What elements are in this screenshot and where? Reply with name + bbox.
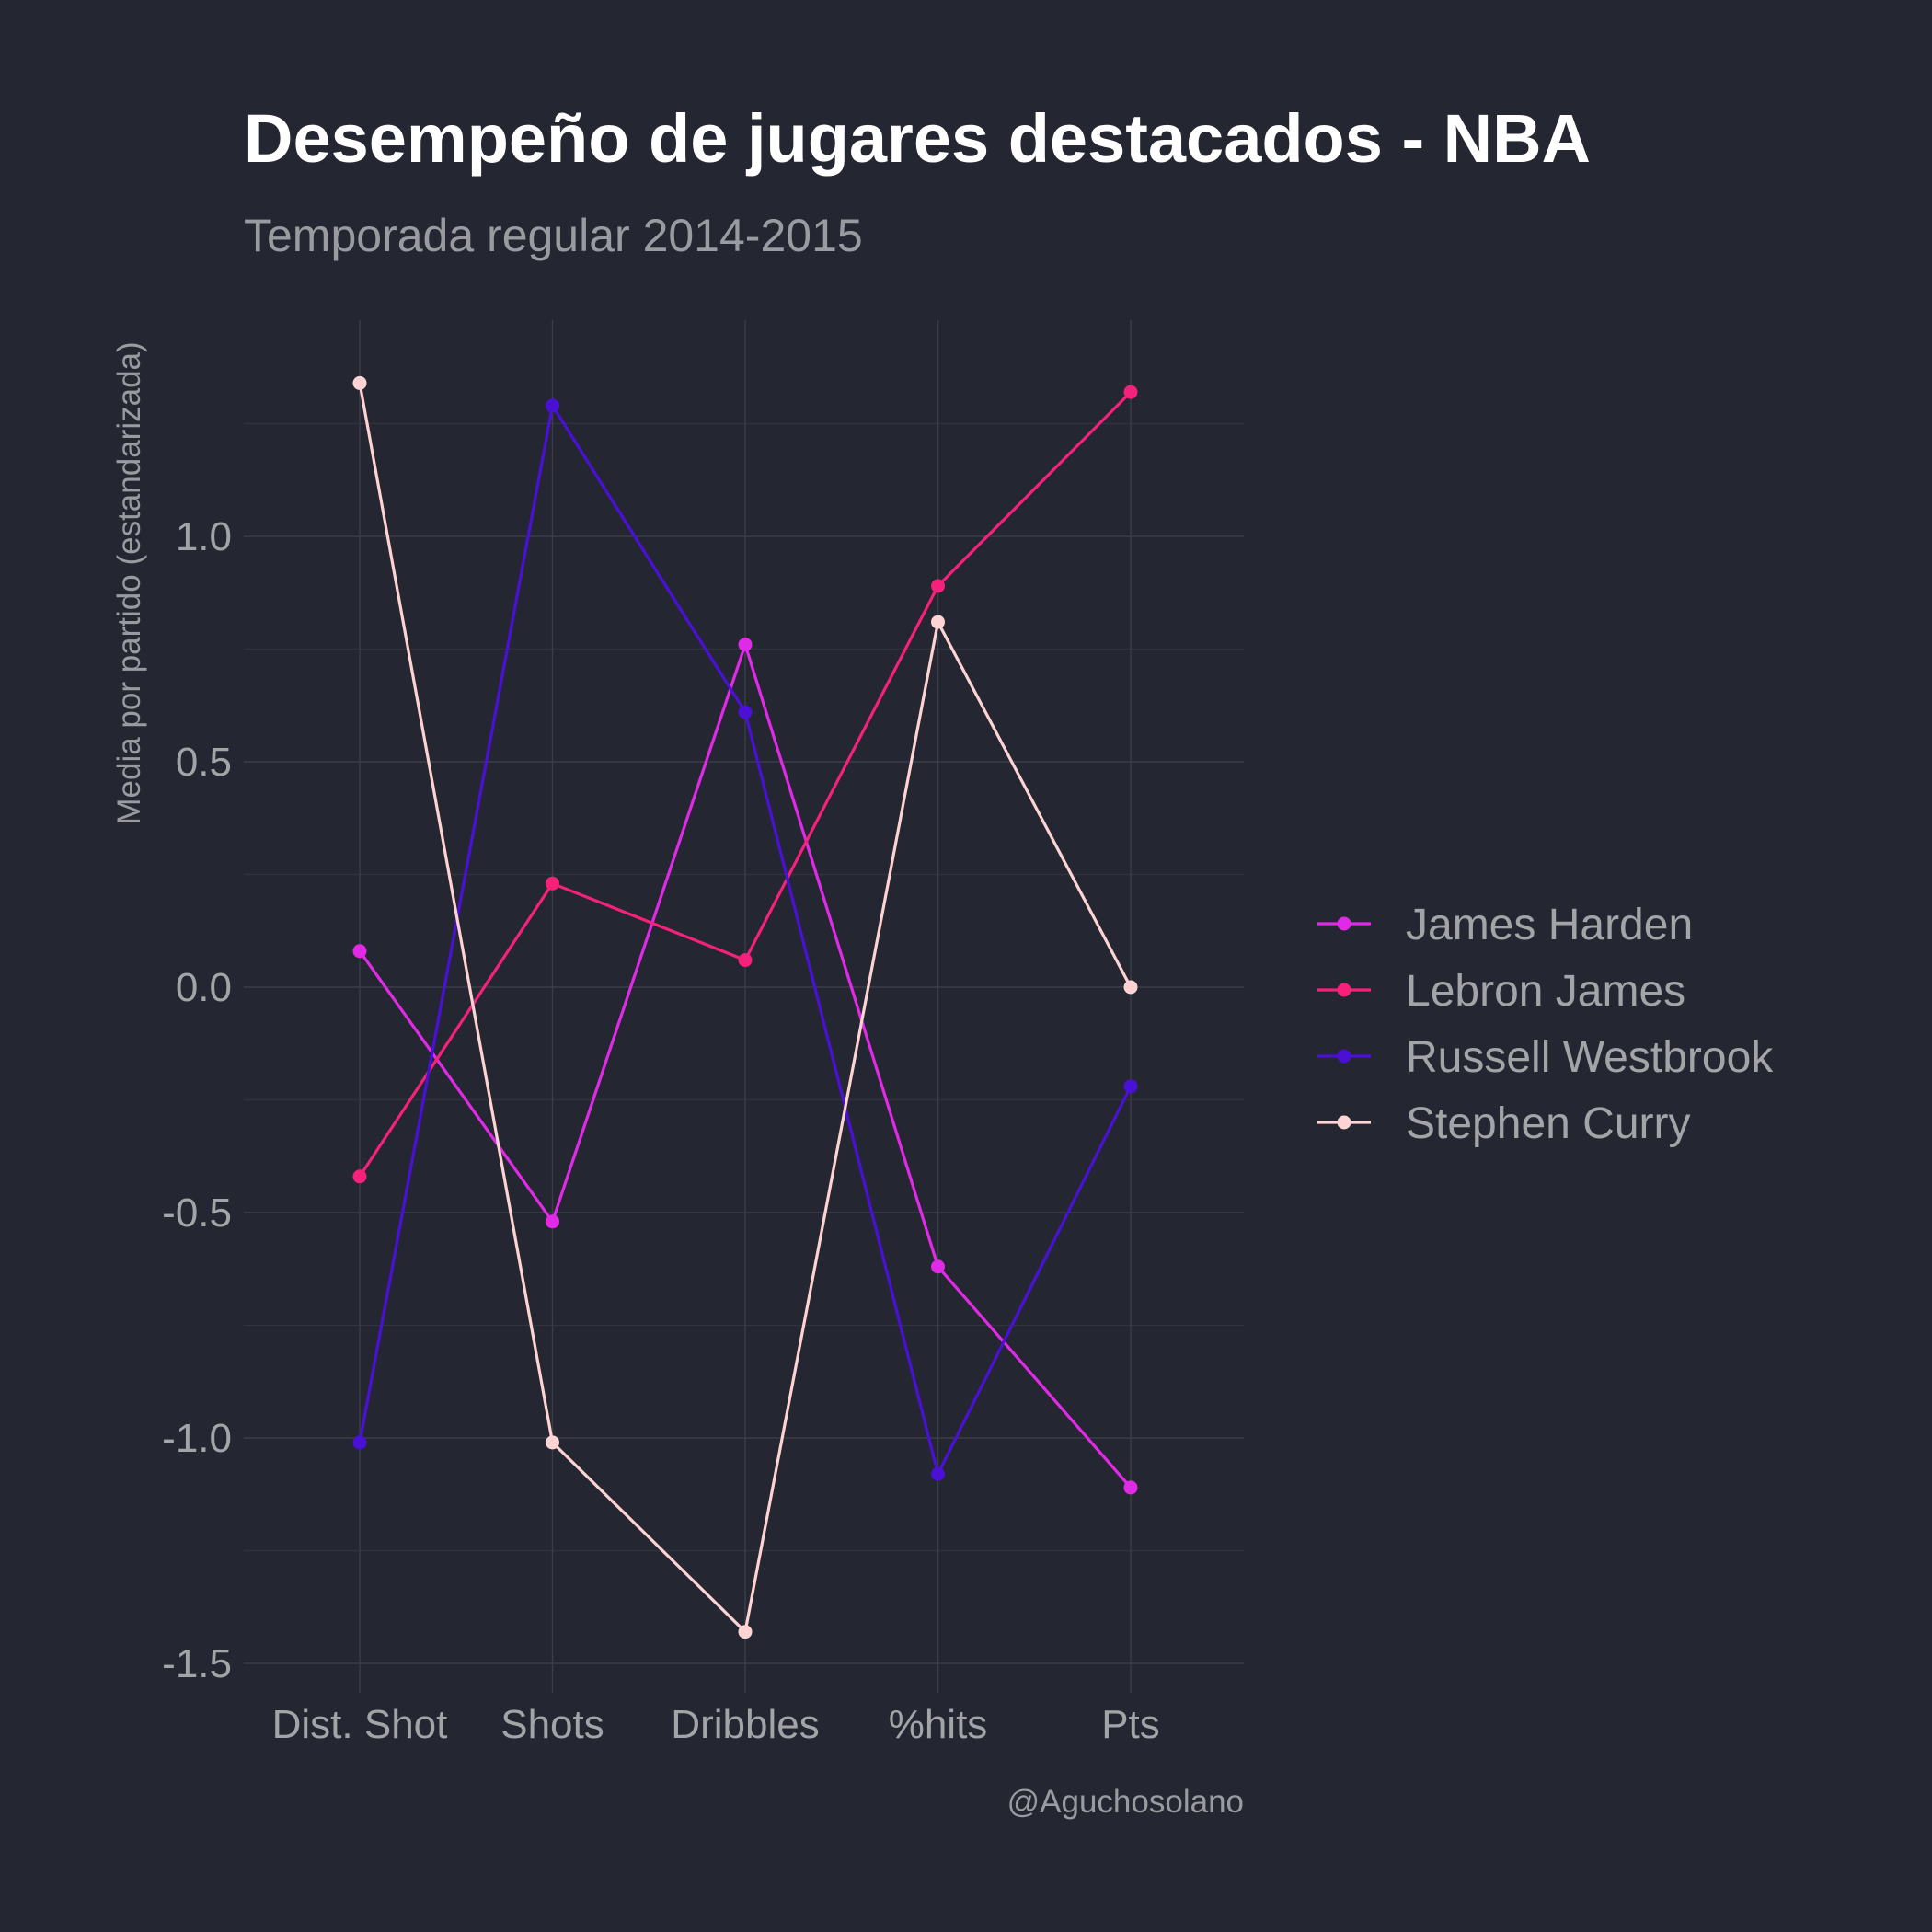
x-tick-label: Pts [1101,1702,1160,1747]
chart-title: Desempeño de jugares destacados - NBA [244,100,1591,177]
y-tick-label: -1.5 [162,1641,232,1686]
data-point [1123,1480,1138,1495]
x-tick-label: Dist. Shot [272,1702,448,1747]
data-point [546,398,559,413]
y-tick-label: -0.5 [162,1190,232,1236]
y-axis-ticks: -1.5 -1.0 -0.5 0.0 0.5 1.0 [162,514,232,1686]
legend-item: Stephen Curry [1317,1099,1691,1148]
x-tick-label: %hits [889,1702,988,1747]
gridlines [244,320,1244,1693]
data-point [738,638,753,652]
legend-key-point [1337,983,1351,997]
legend-label: Russell Westbrook [1406,1033,1774,1082]
legend-key-point [1337,1049,1351,1064]
series-lines [352,375,1138,1639]
chart-subtitle: Temporada regular 2014-2015 [244,210,863,261]
legend-key-point [1337,1115,1351,1130]
data-point [546,876,559,891]
data-point [1123,385,1138,399]
y-tick-label: -1.0 [162,1416,232,1461]
x-tick-label: Shots [500,1702,604,1747]
legend-label: Lebron James [1406,967,1685,1016]
x-tick-label: Dribbles [671,1702,819,1747]
legend-item: James Harden [1317,901,1693,949]
x-axis-ticks: Dist. Shot Shots Dribbles %hits Pts [272,1702,1160,1747]
data-point [738,1625,753,1639]
data-point [352,944,367,959]
legend: James Harden Lebron James Russell Westbroo… [1317,901,1774,1148]
data-point [931,1466,945,1481]
data-point [352,1169,367,1184]
y-tick-label: 1.0 [176,514,232,559]
data-point [931,615,945,629]
data-point [352,1435,367,1450]
legend-item: Russell Westbrook [1317,1033,1774,1082]
legend-key-point [1337,916,1351,931]
data-point [931,579,945,593]
data-point [1123,1079,1138,1094]
legend-item: Lebron James [1317,967,1685,1016]
data-point [738,953,753,968]
chart-caption: @Aguchosolano [1007,1784,1244,1820]
y-tick-label: 0.0 [176,965,232,1010]
legend-label: James Harden [1406,901,1693,949]
y-axis-label: Media por partido (estandarizada) [111,341,147,824]
legend-label: Stephen Curry [1406,1099,1691,1148]
series-james-harden [352,638,1138,1495]
series-russell-westbrook [352,398,1138,1481]
data-point [738,705,753,719]
data-point [352,375,367,390]
data-point [1123,980,1138,995]
y-tick-label: 0.5 [176,740,232,785]
series-stephen-curry [352,375,1138,1639]
series-lebron-james [352,385,1138,1184]
data-point [546,1435,559,1450]
data-point [931,1259,945,1274]
data-point [546,1214,559,1229]
